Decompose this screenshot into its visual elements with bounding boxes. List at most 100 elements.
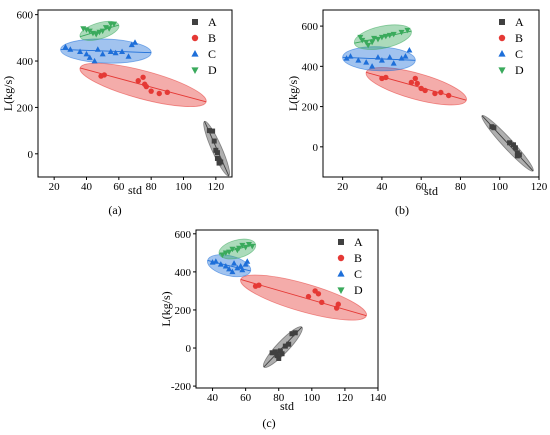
y-tick-label: 0 xyxy=(313,142,319,154)
point-A xyxy=(510,142,516,148)
legend-label-C: C xyxy=(354,267,362,281)
point-A xyxy=(210,128,216,134)
chart-panel-3: 40 60 80 100 120 140 -200 0 200 400 600 std L(kg/s) (… xyxy=(159,229,387,430)
regression-line-C xyxy=(60,48,152,54)
y-tick-label: 200 xyxy=(17,102,34,114)
point-D xyxy=(229,246,236,253)
point-D xyxy=(369,39,376,46)
point-B xyxy=(422,87,428,94)
point-D xyxy=(99,28,106,35)
point-A xyxy=(507,140,513,146)
legend-label-D: D xyxy=(208,63,217,77)
point-C xyxy=(99,50,106,57)
point-D xyxy=(365,42,372,49)
y-axis-label: L(kg/s) xyxy=(1,76,15,111)
x-tick-label: 60 xyxy=(416,181,428,193)
point-A xyxy=(292,330,298,336)
point-C xyxy=(212,258,219,264)
legend-marker-C xyxy=(191,50,199,57)
point-A xyxy=(289,331,295,337)
point-C xyxy=(355,57,362,63)
point-B xyxy=(414,80,420,87)
legend-marker-D xyxy=(337,287,345,294)
point-C xyxy=(86,54,93,60)
point-C xyxy=(244,258,251,264)
point-D xyxy=(93,32,100,38)
x-tick-label: 100 xyxy=(491,181,508,193)
x-axis-label: std xyxy=(424,184,438,198)
point-C xyxy=(132,39,138,45)
point-D xyxy=(106,26,113,32)
point-B xyxy=(148,88,154,94)
point-B xyxy=(305,293,312,300)
point-B xyxy=(408,79,415,86)
point-D xyxy=(226,249,233,256)
plot-area xyxy=(207,238,367,368)
y-tick-label: 0 xyxy=(186,343,192,355)
point-B xyxy=(319,299,325,306)
point-C xyxy=(239,266,246,273)
point-D xyxy=(245,241,252,248)
point-D xyxy=(363,39,370,46)
y-tick-label: 0 xyxy=(28,149,34,161)
point-C xyxy=(107,48,114,55)
y-tick-label: 400 xyxy=(175,267,192,279)
x-tick-label: 120 xyxy=(531,181,548,193)
point-C xyxy=(390,60,397,66)
y-tick-label: 400 xyxy=(302,61,319,73)
legend-label-A: A xyxy=(208,15,217,29)
legend-marker-C xyxy=(337,270,345,277)
point-D xyxy=(222,250,229,257)
legend-marker-D xyxy=(498,67,506,74)
x-tick-label: 40 xyxy=(81,181,93,193)
point-A xyxy=(286,341,292,347)
point-B xyxy=(438,89,444,96)
point-C xyxy=(406,47,413,53)
legend-label-B: B xyxy=(354,251,362,265)
point-A xyxy=(214,150,220,156)
plot-frame xyxy=(322,9,540,178)
point-C xyxy=(112,49,119,56)
legend-marker-B xyxy=(191,34,199,42)
panel-label: (c) xyxy=(262,416,275,430)
point-C xyxy=(374,54,381,60)
plot-frame xyxy=(37,9,233,178)
point-D xyxy=(357,34,364,41)
point-D xyxy=(382,33,389,40)
plot-area xyxy=(60,20,230,177)
point-C xyxy=(378,57,385,63)
point-C xyxy=(94,46,101,52)
legend-label-D: D xyxy=(515,63,524,77)
x-tick-label: 80 xyxy=(146,181,158,193)
point-B xyxy=(135,78,141,84)
legend-label-C: C xyxy=(515,47,523,61)
point-A xyxy=(491,125,497,131)
y-tick-label: 200 xyxy=(302,102,319,114)
x-tick-label: 40 xyxy=(207,392,219,404)
point-B xyxy=(315,291,322,297)
x-tick-label: 100 xyxy=(304,392,321,404)
point-C xyxy=(128,41,135,48)
point-D xyxy=(378,34,385,41)
y-tick-label: 600 xyxy=(17,10,34,22)
point-B xyxy=(140,74,146,80)
point-B xyxy=(412,75,418,82)
point-D xyxy=(386,32,393,39)
x-tick-label: 140 xyxy=(370,392,387,404)
x-tick-label: 40 xyxy=(376,181,388,193)
point-D xyxy=(219,252,226,258)
x-tick-label: 80 xyxy=(273,392,285,404)
point-B xyxy=(256,282,262,288)
x-axis-label: std xyxy=(280,399,294,413)
legend-marker-A xyxy=(192,19,198,25)
point-C xyxy=(217,261,224,267)
point-A xyxy=(514,153,520,159)
legend-label-A: A xyxy=(515,15,524,29)
point-A xyxy=(206,128,212,134)
point-C xyxy=(62,43,69,50)
plot-frame xyxy=(195,229,379,389)
y-axis-label: L(kg/s) xyxy=(159,291,173,326)
point-B xyxy=(383,74,389,81)
point-C xyxy=(125,53,132,59)
